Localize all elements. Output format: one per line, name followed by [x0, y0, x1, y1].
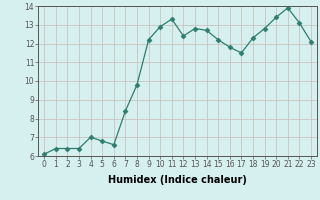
X-axis label: Humidex (Indice chaleur): Humidex (Indice chaleur)	[108, 175, 247, 185]
